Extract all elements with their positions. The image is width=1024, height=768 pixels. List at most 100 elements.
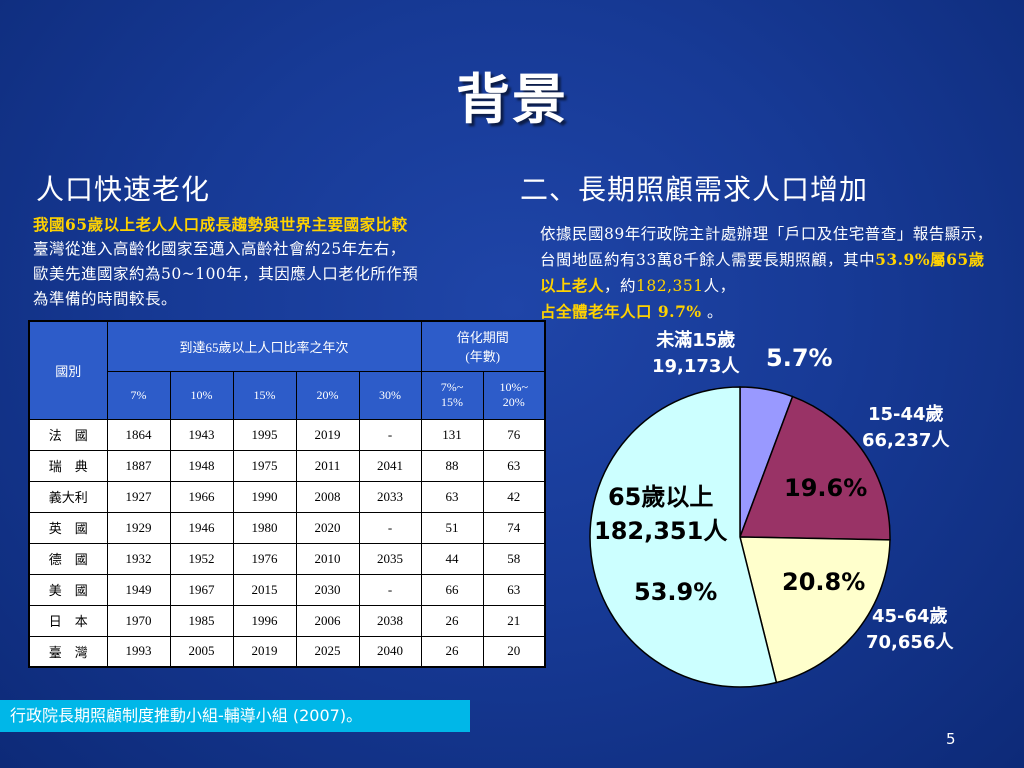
right-heading: 二、長期照顧需求人口增加 bbox=[520, 173, 869, 206]
slice-label-65plus: 65歲以上 182,351人 bbox=[594, 480, 727, 548]
left-desc-line-2: 歐美先進國家約為50~100年，其因應人口老化所作預 bbox=[33, 265, 419, 283]
value-cell: 2019 bbox=[232, 635, 297, 668]
value-cell: 1985 bbox=[169, 604, 234, 637]
value-cell: 2035 bbox=[358, 542, 422, 575]
value-cell: 20 bbox=[482, 635, 546, 668]
table-row: 英 國 1929 1946 1980 2020-51 74 bbox=[28, 511, 546, 544]
right-desc-part-2: ，約 bbox=[604, 277, 637, 295]
country-cell: 瑞 典 bbox=[28, 449, 108, 482]
value-cell: - bbox=[358, 511, 422, 544]
table-row: 臺 灣 1993 2005 2019 2025 2040 26 20 bbox=[28, 635, 546, 668]
value-cell: 26 bbox=[420, 635, 484, 668]
slice-unit-65plus: 人 bbox=[703, 517, 728, 545]
header-country: 國別 bbox=[28, 320, 108, 420]
value-cell: 1864 bbox=[106, 418, 171, 451]
value-cell: 2040 bbox=[358, 635, 422, 668]
slice-name-45-64: 45-64歲 bbox=[871, 606, 948, 627]
slice-label-under15: 未滿15歲 19,173人 bbox=[652, 328, 739, 380]
slice-count-65plus: 182,351 bbox=[594, 517, 704, 545]
subheader-0: 7% bbox=[106, 370, 171, 420]
value-cell: 1993 bbox=[106, 635, 171, 668]
value-cell: 76 bbox=[482, 418, 546, 451]
left-desc-highlight: 我國65歲以上老人人口成長趨勢與世界主要國家比較 bbox=[33, 215, 408, 234]
page-title: 背景 bbox=[456, 67, 568, 131]
page-number: 5 bbox=[946, 730, 956, 748]
country-cell: 法 國 bbox=[28, 418, 108, 451]
value-cell: 1980 bbox=[232, 511, 297, 544]
value-cell: 2008 bbox=[295, 480, 360, 513]
value-cell: 1946 bbox=[169, 511, 234, 544]
value-cell: 1927 bbox=[106, 480, 171, 513]
slice-count-45-64: 70,656 bbox=[866, 632, 936, 653]
table-row: 義大利 1927 1966 1990 2008 2033 63 42 bbox=[28, 480, 546, 513]
value-cell: 63 bbox=[482, 449, 546, 482]
value-cell: 1887 bbox=[106, 449, 171, 482]
value-cell: 66 bbox=[420, 573, 484, 606]
value-cell: 1943 bbox=[169, 418, 234, 451]
subheader-4: 30% bbox=[358, 370, 422, 420]
table-row: 瑞 典 1887 1948 1975 2011 2041 88 63 bbox=[28, 449, 546, 482]
slice-count-15-44: 66,237 bbox=[862, 430, 932, 451]
value-cell: 42 bbox=[482, 480, 546, 513]
table-row: 美 國 1949 1967 2015 2030-66 63 bbox=[28, 573, 546, 606]
value-cell: 44 bbox=[420, 542, 484, 575]
value-cell: 2020 bbox=[295, 511, 360, 544]
slice-count-under15: 19,173 bbox=[652, 356, 722, 377]
slice-percent-65plus: 53.9% bbox=[634, 578, 718, 606]
slice-label-45-64: 45-64歲 70,656人 bbox=[866, 604, 953, 656]
value-cell: 2015 bbox=[232, 573, 297, 606]
value-cell: 1990 bbox=[232, 480, 297, 513]
value-cell: 1967 bbox=[169, 573, 234, 606]
value-cell: 1975 bbox=[232, 449, 297, 482]
value-cell: 1948 bbox=[169, 449, 234, 482]
slice-percent-45-64: 20.8% bbox=[782, 568, 866, 596]
header-doubling-group: 倍化期間 (年數) bbox=[420, 320, 546, 372]
pie-slice-1 bbox=[738, 395, 891, 541]
slice-label-15-44: 15-44歲 66,237人 bbox=[862, 402, 949, 454]
right-desc-highlight-1: 53.9%屬65歲以上老人 bbox=[540, 250, 985, 295]
country-cell: 德 國 bbox=[28, 542, 108, 575]
value-cell: 74 bbox=[482, 511, 546, 544]
right-desc-part-4: 。 bbox=[701, 303, 724, 321]
source-footer: 行政院長期照顧制度推動小組-輔導小組 (2007)。 bbox=[0, 700, 470, 732]
value-cell: 2033 bbox=[358, 480, 422, 513]
value-cell: 1995 bbox=[232, 418, 297, 451]
aging-comparison-table: 國別 到達65歲以上人口比率之年次 倍化期間 (年數) 7% 10% 15% 20% 3… bbox=[28, 320, 546, 668]
value-cell: 1929 bbox=[106, 511, 171, 544]
subheader-5: 7%~ 15% bbox=[420, 370, 484, 420]
slice-name-65plus: 65歲以上 bbox=[607, 483, 714, 511]
right-desc-highlight-2: 占全體老年人口 9.7% bbox=[540, 302, 702, 321]
value-cell: 1976 bbox=[232, 542, 297, 575]
country-cell: 美 國 bbox=[28, 573, 108, 606]
right-description: 依據民國89年行政院主計處辦理「戶口及住宅普查」報告顯示，台閩地區約有33萬8千… bbox=[540, 222, 1000, 325]
left-description: 我國65歲以上老人人口成長趨勢與世界主要國家比較 臺灣從進入高齡化國家至邁入高齡… bbox=[33, 212, 503, 312]
value-cell: 131 bbox=[420, 418, 484, 451]
slice-name-15-44: 15-44歲 bbox=[867, 404, 944, 425]
value-cell: 2005 bbox=[169, 635, 234, 668]
value-cell: 2011 bbox=[295, 449, 360, 482]
subheader-2: 15% bbox=[232, 370, 297, 420]
value-cell: 63 bbox=[482, 573, 546, 606]
value-cell: 1996 bbox=[232, 604, 297, 637]
value-cell: 2030 bbox=[295, 573, 360, 606]
right-desc-number: 182,351 bbox=[636, 277, 704, 295]
value-cell: 88 bbox=[420, 449, 484, 482]
value-cell: 1949 bbox=[106, 573, 171, 606]
country-cell: 英 國 bbox=[28, 511, 108, 544]
right-desc-part-1: 依據民國89年行政院主計處辦理「戶口及住宅普查」報告顯示，台閩地區約有33萬8千… bbox=[540, 225, 993, 269]
subheader-1: 10% bbox=[169, 370, 234, 420]
country-cell: 義大利 bbox=[28, 480, 108, 513]
value-cell: - bbox=[358, 418, 422, 451]
slice-name-under15: 未滿15歲 bbox=[656, 330, 736, 351]
subheader-3: 20% bbox=[295, 370, 360, 420]
slice-unit-15-44: 人 bbox=[931, 430, 950, 451]
table-row: 法 國 1864 1943 1995 2019-131 76 bbox=[28, 418, 546, 451]
value-cell: 63 bbox=[420, 480, 484, 513]
left-heading: 人口快速老化 bbox=[36, 173, 211, 206]
pie-slice-2 bbox=[739, 536, 891, 684]
slice-unit-under15: 人 bbox=[721, 356, 740, 377]
table-row: 日 本 1970 1985 1996 2006 2038 26 21 bbox=[28, 604, 546, 637]
value-cell: 2038 bbox=[358, 604, 422, 637]
left-desc-line-1: 臺灣從進入高齡化國家至邁入高齡社會約25年左右， bbox=[33, 240, 406, 258]
value-cell: 26 bbox=[420, 604, 484, 637]
